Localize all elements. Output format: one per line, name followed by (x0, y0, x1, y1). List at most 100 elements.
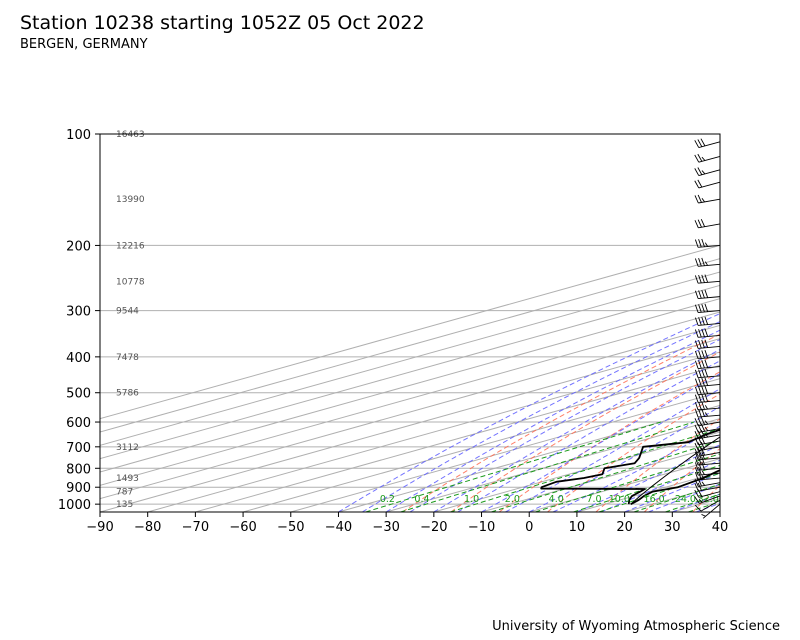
height-label: 13990 (116, 195, 145, 205)
mixing-ratio-label: 24.0 (675, 494, 696, 505)
barb-feather (694, 472, 699, 481)
wind-barb (694, 257, 721, 267)
wind-barb (694, 393, 721, 403)
isotherm-line (100, 311, 720, 486)
barb-feather (704, 289, 709, 298)
wind-barb (694, 303, 721, 313)
moist-adiabat (385, 329, 720, 512)
wind-barb (694, 218, 721, 229)
barb-staff (698, 384, 721, 387)
height-label: 787 (116, 488, 133, 498)
barb-feather (694, 369, 699, 378)
barb-feather (698, 466, 702, 476)
isotherm-line (529, 458, 720, 512)
moist-adiabat (600, 459, 720, 512)
barb-feather (704, 316, 709, 325)
barb-feather (698, 258, 702, 267)
x-tick-label: 10 (569, 520, 586, 535)
barb-feather (694, 220, 699, 228)
barb-feather (698, 290, 702, 299)
x-tick-label: −70 (182, 520, 209, 535)
dry-adiabat (595, 418, 720, 512)
x-tick-label: −40 (325, 520, 352, 535)
wind-barb (694, 238, 721, 248)
barb-feather (704, 393, 709, 402)
wind-barb (694, 447, 721, 457)
barb-feather (697, 153, 703, 162)
isotherm-line (433, 431, 720, 512)
barb-feather (704, 433, 709, 438)
barb-feather (701, 274, 705, 283)
barb-feather (701, 377, 705, 386)
isotherm-line (100, 324, 720, 500)
barb-feather (698, 401, 702, 410)
wind-barb (694, 385, 721, 396)
barb-feather (704, 385, 709, 394)
barb-feather (704, 368, 709, 378)
wind-barb (694, 471, 721, 481)
moist-adiabat (552, 425, 720, 512)
wind-barb (694, 401, 721, 411)
profile-line-2 (540, 428, 720, 505)
credit-text: University of Wyoming Atmospheric Scienc… (492, 619, 780, 634)
barb-feather (698, 386, 702, 395)
barb-feather (694, 275, 699, 284)
barb-feather (701, 328, 705, 337)
barb-feather (694, 448, 699, 457)
height-label: 10778 (116, 277, 145, 287)
barb-feather (694, 378, 699, 387)
barb-feather (701, 170, 706, 175)
height-label: 16463 (116, 130, 145, 140)
barb-feather (700, 138, 706, 147)
moist-adiabat (409, 338, 720, 512)
axes: −90 −80 −70 −60 −50 −40 −30 −20 −10 0 10 20 30 40 100 2… (58, 128, 728, 535)
y-tick-label: 200 (66, 239, 91, 254)
barb-feather (697, 167, 703, 175)
wind-barb (694, 349, 721, 360)
barb-feather (701, 461, 705, 470)
barb-feather (694, 386, 699, 395)
barb-staff (698, 296, 721, 299)
dry-adiabats (402, 134, 800, 512)
barb-staff (698, 263, 721, 267)
x-tick-label: −90 (86, 520, 113, 535)
barb-staff (698, 392, 721, 396)
wind-barb (694, 328, 721, 338)
barb-feather (694, 437, 699, 445)
isotherm-line (100, 244, 720, 420)
chart-title: Station 10238 starting 1052Z 05 Oct 2022 (20, 12, 425, 34)
dry-adiabat (498, 371, 720, 512)
wind-barb (701, 503, 721, 519)
y-tick-label: 600 (66, 416, 91, 431)
barb-feather (697, 139, 703, 147)
barb-feather (701, 304, 705, 313)
moist-adiabat (624, 472, 720, 512)
barb-staff (698, 446, 721, 452)
barb-feather (694, 304, 699, 313)
barb-staff (698, 169, 721, 177)
barb-feather (704, 339, 709, 348)
barb-feather (694, 239, 699, 248)
dry-adiabat (789, 134, 800, 512)
barb-feather (694, 489, 700, 498)
barb-feather (701, 369, 705, 378)
barb-feather (704, 242, 709, 247)
barb-feather (694, 140, 700, 148)
mixing-ratio-label: 10.0 (609, 494, 630, 505)
barb-feather (694, 409, 699, 418)
wind-barb (694, 417, 721, 427)
wind-barb (694, 441, 721, 452)
wind-barb (694, 194, 721, 204)
mixing-ratio-label: 2.0 (505, 494, 520, 505)
barb-staff (700, 499, 721, 512)
x-tick-label: 40 (712, 520, 729, 535)
x-tick-label: −50 (277, 520, 304, 535)
mixing-ratio-label: 4.0 (549, 494, 564, 505)
chart-subtitle: BERGEN, GERMANY (20, 37, 148, 52)
barb-staff (698, 156, 721, 163)
dry-adiabat (450, 351, 720, 512)
x-tick-label: −80 (134, 520, 161, 535)
barb-feather (698, 456, 702, 465)
barb-feather (701, 290, 705, 299)
barb-feather (694, 451, 699, 460)
